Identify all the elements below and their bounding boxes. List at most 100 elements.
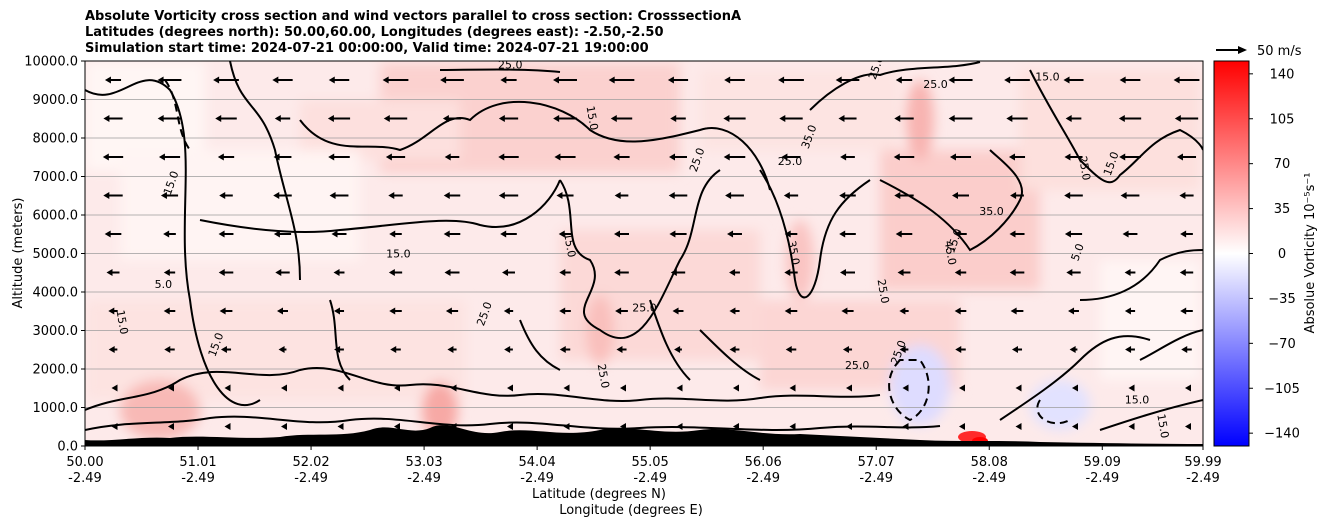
wind-vector	[1009, 269, 1025, 276]
wind-vector	[220, 346, 232, 353]
wind-vector-head	[559, 346, 566, 353]
wind-vector	[1008, 153, 1026, 161]
wind-vector-head	[895, 230, 902, 238]
wind-vector-head	[157, 115, 164, 122]
wind-vector	[213, 76, 239, 84]
wind-vector-head	[959, 423, 965, 430]
wind-vector-head	[725, 192, 732, 199]
wind-vector	[274, 115, 291, 122]
wind-vector-head	[841, 307, 848, 315]
wind-vector	[897, 269, 911, 276]
wind-vector	[163, 307, 176, 315]
wind-vector-head	[108, 307, 115, 315]
wind-vector-head	[1180, 307, 1187, 315]
wind-vector	[337, 423, 344, 430]
wind-vector-head	[217, 153, 224, 161]
wind-vector	[1180, 307, 1193, 315]
wind-vector-head	[389, 307, 396, 315]
wind-vector	[1072, 423, 1078, 430]
colorbar-ticks: 140 105 70 35 0 −35 −70 −105 −140	[1249, 67, 1300, 442]
wind-vector-head	[954, 230, 961, 238]
x-tick-label-lat: 57.07	[858, 455, 895, 470]
x-tick-label-lat: 59.99	[1184, 455, 1221, 470]
wind-vector	[789, 384, 796, 392]
wind-vector	[1009, 230, 1025, 238]
wind-vector	[278, 346, 287, 353]
wind-vector	[389, 230, 402, 238]
wind-vector	[164, 346, 175, 353]
wind-vector-head	[948, 115, 955, 122]
wind-vector	[224, 384, 231, 392]
wind-vector-head	[559, 307, 566, 315]
wind-vector-head	[327, 115, 334, 122]
wind-vector	[108, 346, 118, 353]
vorticity-patch	[120, 150, 360, 260]
wind-vector	[440, 76, 464, 84]
wind-vector	[954, 230, 967, 238]
wind-vector-head	[729, 307, 736, 315]
contour-label: 25.0	[632, 301, 657, 314]
contour-line	[559, 169, 721, 339]
contour-lines	[85, 61, 1203, 431]
wind-vector	[902, 423, 909, 430]
contour-label: 35.0	[785, 240, 802, 266]
wind-vector-head	[450, 423, 457, 430]
wind-vector	[273, 153, 292, 161]
wind-vector-head	[328, 76, 335, 84]
wind-vector	[835, 76, 860, 84]
wind-vector	[450, 423, 457, 430]
wind-vector-head	[500, 76, 507, 84]
wind-vector-head	[667, 76, 674, 84]
wind-vector-head	[106, 269, 113, 276]
wind-vector	[224, 423, 231, 430]
wind-vector-head	[329, 192, 336, 199]
wind-vector-head	[1179, 269, 1186, 276]
wind-vector-head	[443, 230, 450, 238]
wind-vector-head	[1185, 423, 1191, 430]
wind-vector	[1174, 115, 1199, 122]
contour-label: 25.0	[845, 359, 870, 372]
wind-vector	[276, 307, 289, 315]
wind-vector-head	[954, 307, 961, 315]
wind-vector	[670, 115, 686, 122]
vorticity-patch	[700, 70, 900, 150]
wind-vector	[670, 269, 686, 276]
title-line-2: Latitudes (degrees north): 50.00,60.00, …	[85, 25, 664, 40]
wind-vector	[217, 153, 235, 161]
wind-vector-head	[724, 76, 731, 84]
wind-vector	[899, 346, 909, 353]
wind-vector-head	[385, 153, 392, 161]
wind-vector	[498, 192, 519, 199]
wind-vector-head	[498, 153, 505, 161]
wind-vector	[500, 230, 517, 238]
x-tick-label-lon: -2.49	[520, 471, 554, 486]
contour-line	[809, 61, 981, 111]
wind-vector	[157, 76, 182, 84]
wind-vector-head	[273, 153, 280, 161]
wind-vector	[616, 346, 627, 353]
wind-vector-head	[723, 153, 730, 161]
wind-vector-head	[445, 307, 452, 315]
wind-vector-head	[160, 192, 167, 199]
wind-vector	[779, 115, 803, 122]
title-line-3: Simulation start time: 2024-07-21 00:00:…	[85, 41, 649, 56]
wind-vector-head	[281, 423, 287, 430]
wind-vector	[614, 269, 629, 276]
contour-line	[299, 100, 771, 191]
wind-vector	[839, 192, 856, 199]
quiver-key: 50 m/s	[1216, 44, 1302, 59]
wind-vector-head	[614, 230, 621, 238]
colorbar-label: Absolue Vorticity 10⁻⁵s⁻¹	[1303, 173, 1318, 334]
wind-vector-head	[1180, 230, 1187, 238]
negative-contour-line	[1036, 399, 1071, 425]
wind-vector-head	[507, 384, 513, 392]
wind-vector-head	[563, 423, 570, 430]
wind-vector	[948, 76, 973, 84]
wind-vector-head	[952, 192, 959, 199]
wind-vector	[218, 269, 234, 276]
contour-label: 45.0	[942, 240, 959, 266]
wind-vector	[614, 230, 629, 238]
wind-vector-head	[507, 423, 513, 430]
wind-vector-head	[727, 230, 734, 238]
wind-vector-head	[838, 115, 845, 122]
